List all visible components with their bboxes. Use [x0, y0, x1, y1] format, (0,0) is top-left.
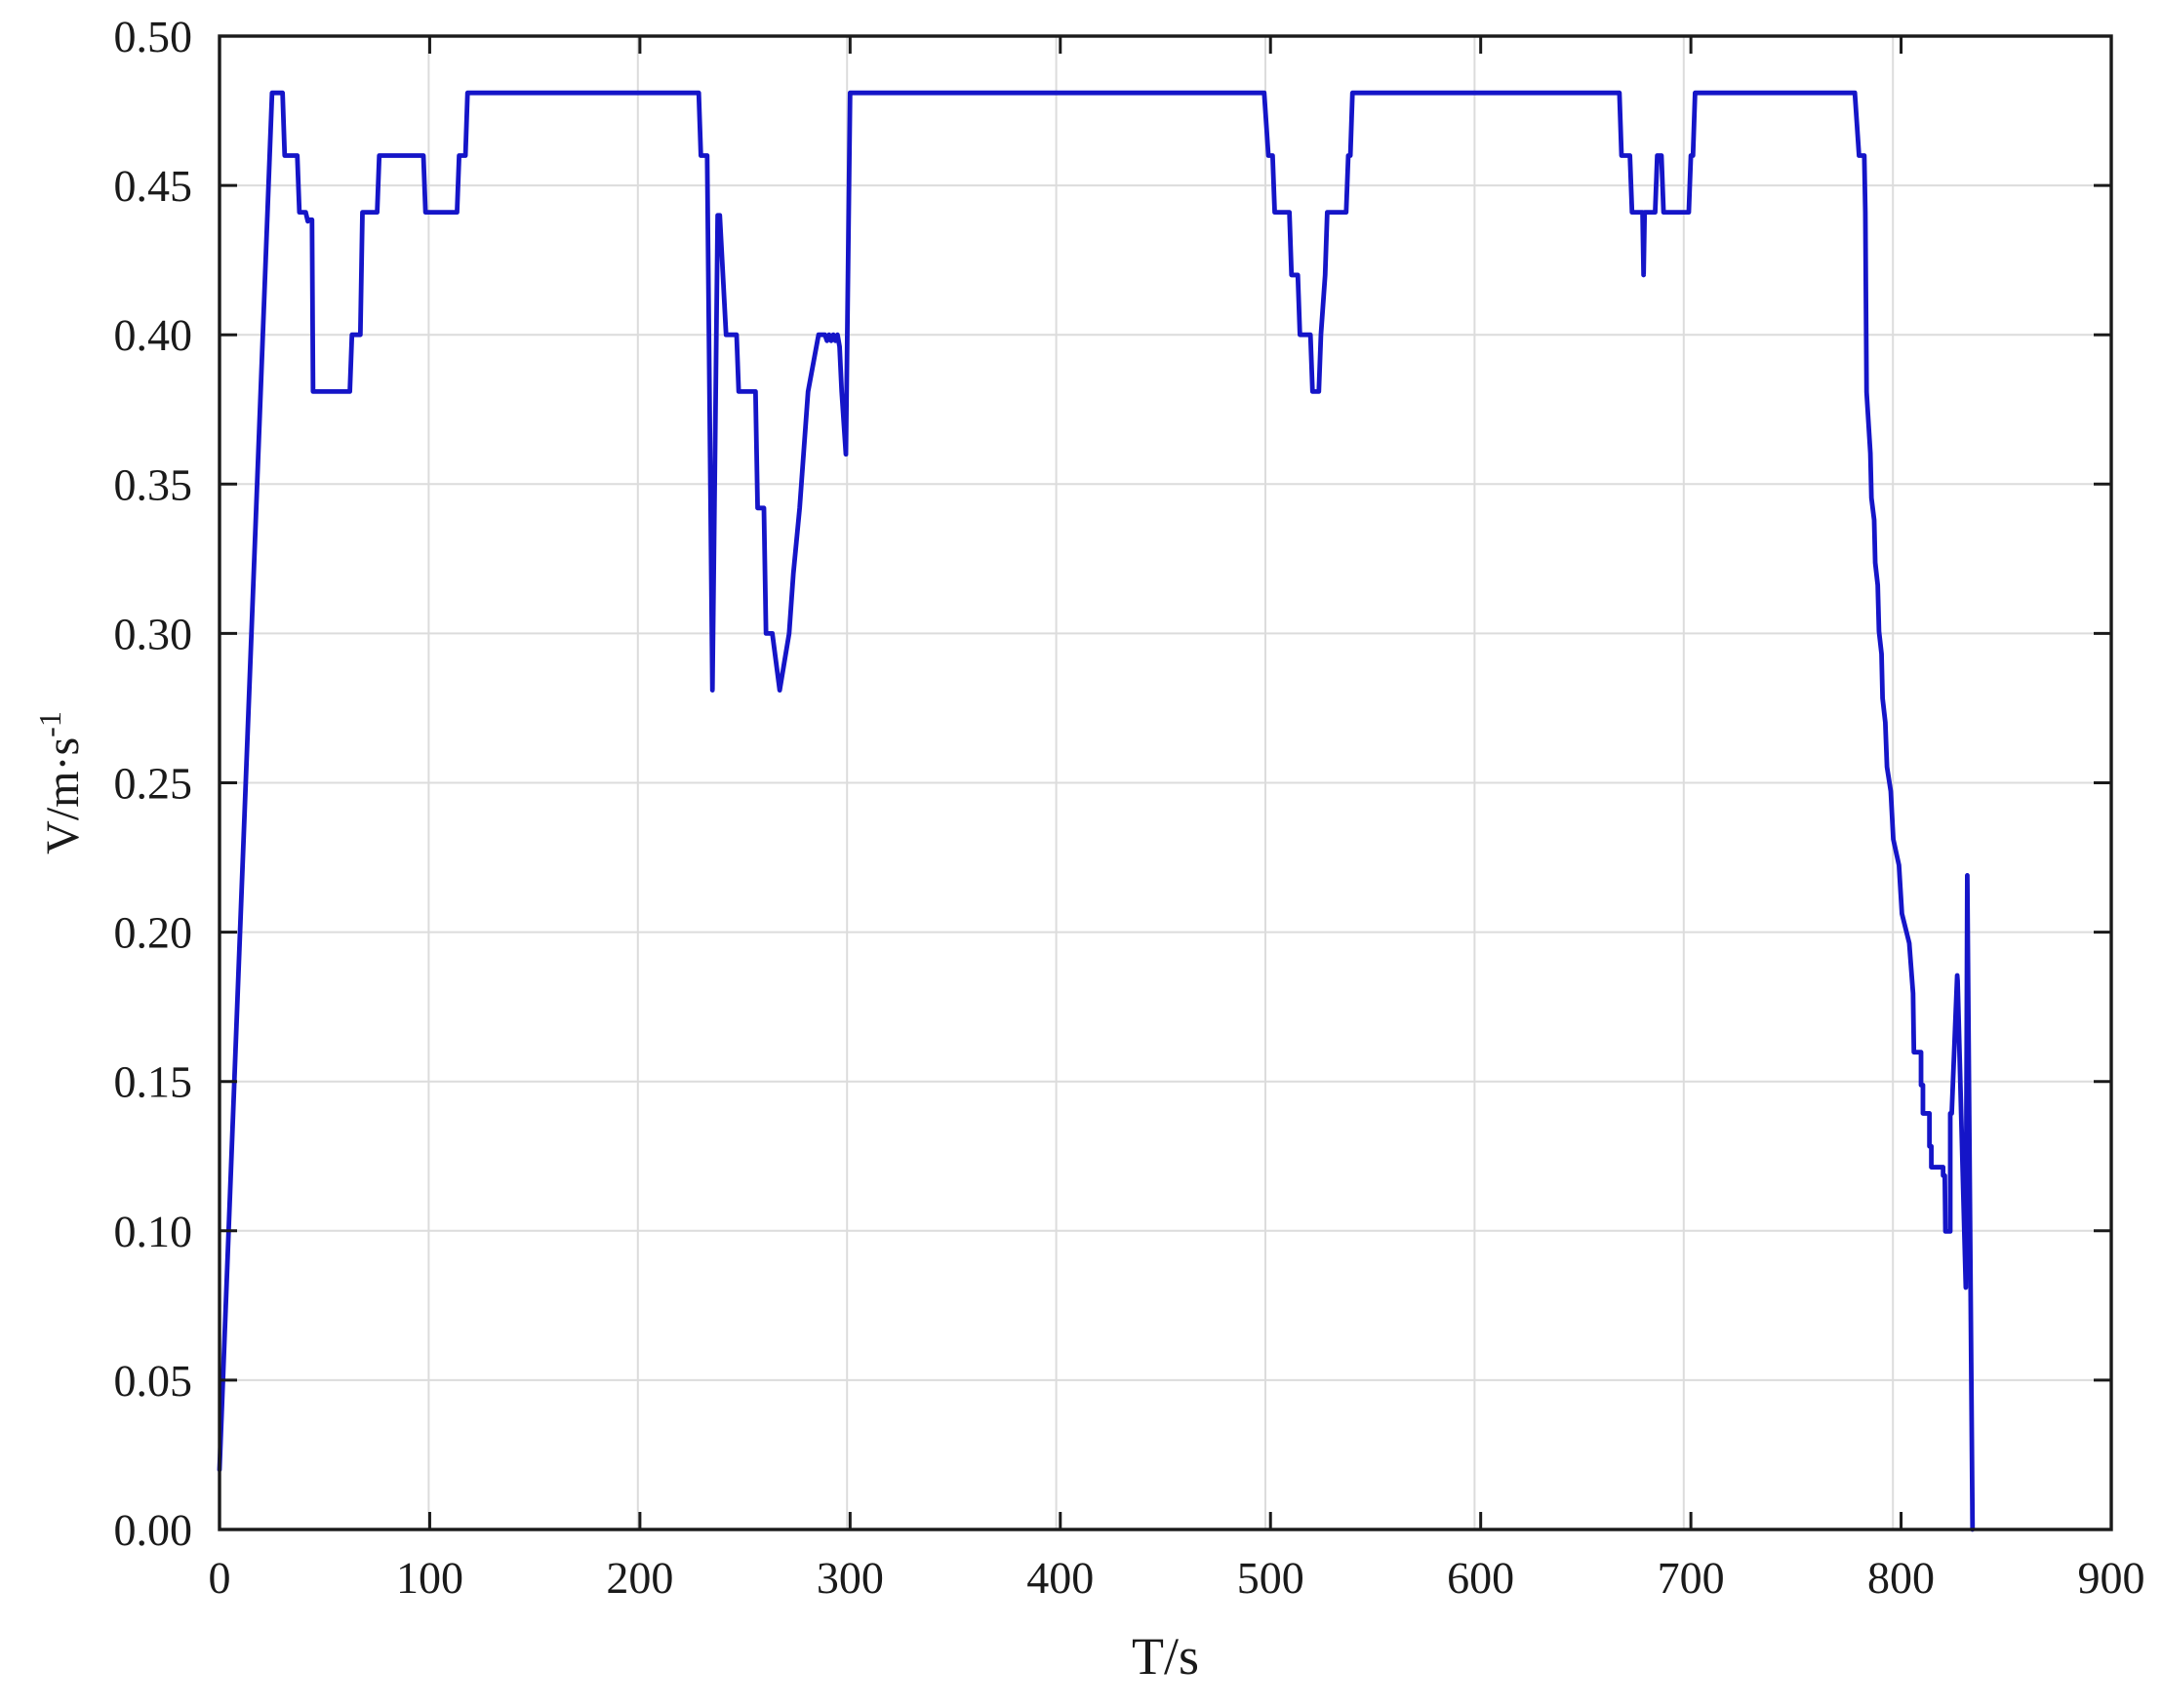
svg-text:0.25: 0.25: [114, 759, 193, 809]
svg-text:0.35: 0.35: [114, 459, 193, 509]
svg-text:0.50: 0.50: [114, 12, 193, 61]
svg-text:200: 200: [606, 1553, 673, 1603]
svg-text:0.40: 0.40: [114, 310, 193, 360]
svg-text:500: 500: [1237, 1553, 1304, 1603]
svg-text:400: 400: [1026, 1553, 1094, 1603]
svg-text:0: 0: [209, 1553, 231, 1603]
svg-text:100: 100: [396, 1553, 463, 1603]
svg-text:0.10: 0.10: [114, 1207, 193, 1256]
svg-text:0.05: 0.05: [114, 1356, 193, 1406]
svg-text:600: 600: [1447, 1553, 1514, 1603]
svg-text:900: 900: [2078, 1553, 2145, 1603]
svg-text:800: 800: [1867, 1553, 1935, 1603]
svg-text:0.15: 0.15: [114, 1057, 193, 1107]
svg-text:0.00: 0.00: [114, 1505, 193, 1555]
svg-text:0.20: 0.20: [114, 908, 193, 958]
svg-text:0.30: 0.30: [114, 609, 193, 658]
svg-text:300: 300: [817, 1553, 884, 1603]
svg-text:T/s: T/s: [1132, 1627, 1199, 1686]
svg-text:0.45: 0.45: [114, 161, 193, 211]
svg-text:700: 700: [1658, 1553, 1725, 1603]
